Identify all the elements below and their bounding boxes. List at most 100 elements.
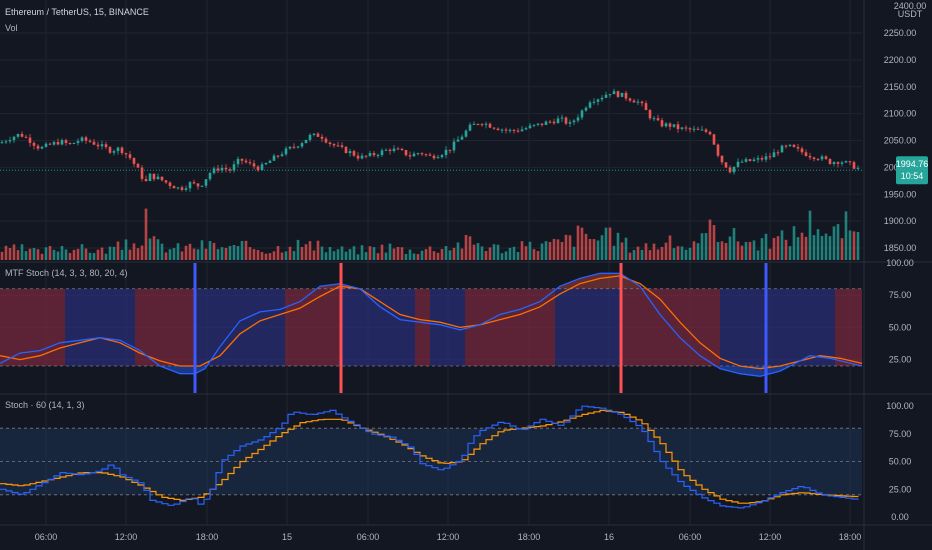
candle-body xyxy=(816,159,820,161)
mtf-regime-band xyxy=(65,288,135,366)
candle-body xyxy=(716,144,720,156)
volume-bar xyxy=(196,249,200,260)
candle-body xyxy=(260,164,264,171)
volume-bar xyxy=(320,246,324,260)
volume-bar xyxy=(792,226,796,260)
volume-bar xyxy=(268,253,272,260)
candle-body xyxy=(636,101,640,103)
volume-bar xyxy=(192,248,196,260)
mtf-tick-label: 100.00 xyxy=(886,258,914,268)
time-tick-label: 18:00 xyxy=(196,532,219,542)
stoch-60-pane[interactable] xyxy=(0,405,862,509)
candle-body xyxy=(788,144,792,147)
volume-bar xyxy=(92,253,96,260)
volume-bar xyxy=(524,246,528,260)
candle-body xyxy=(608,94,612,96)
volume-bar xyxy=(68,252,72,260)
volume-bar xyxy=(732,228,736,260)
candle-body xyxy=(660,120,664,127)
mtf-signal-blue xyxy=(764,263,768,393)
candle-body xyxy=(68,142,72,144)
candle-body xyxy=(532,124,536,126)
price-tick-label: 1900.00 xyxy=(884,216,917,226)
volume-bar xyxy=(576,225,580,260)
mtf-stoch-legend[interactable]: MTF Stoch (14, 3, 3, 80, 20, 4) xyxy=(5,268,128,278)
candle-body xyxy=(452,141,456,151)
candlesticks xyxy=(0,88,860,192)
bar-countdown: 10:54 xyxy=(901,171,924,181)
candle-body xyxy=(28,137,32,143)
candle-body xyxy=(392,148,396,152)
time-tick-label: 18:00 xyxy=(518,532,541,542)
volume-bar xyxy=(452,247,456,260)
volume-bar xyxy=(400,247,404,260)
volume-bar xyxy=(228,245,232,260)
stoch-60-legend[interactable]: Stoch · 60 (14, 1, 3) xyxy=(5,400,85,410)
candle-body xyxy=(576,117,580,121)
time-tick-label: 12:00 xyxy=(759,532,782,542)
stoch-tick-label: 100.00 xyxy=(886,401,914,411)
time-axis[interactable]: 06:00 12:00 18:00 15 06:00 12:00 18:00 16 06:00 1… xyxy=(35,532,862,542)
mtf-regime-band xyxy=(0,288,65,366)
volume-bar xyxy=(588,238,592,260)
volume-bar xyxy=(472,244,476,260)
candle-body xyxy=(172,186,176,189)
volume-bar xyxy=(212,242,216,260)
time-tick-label: 06:00 xyxy=(35,532,58,542)
volume-bar xyxy=(128,249,132,260)
time-tick-label: 12:00 xyxy=(115,532,138,542)
candle-body xyxy=(120,147,124,154)
candle-body xyxy=(524,128,528,130)
volume-bar xyxy=(200,240,204,260)
candle-body xyxy=(56,142,60,145)
volume-bar xyxy=(252,249,256,260)
candle-body xyxy=(740,161,744,163)
volume-bar xyxy=(708,219,712,260)
candle-body xyxy=(196,183,200,187)
mtf-signal-red xyxy=(619,263,623,393)
candle-body xyxy=(544,121,548,125)
candle-body xyxy=(588,102,592,108)
volume-bar xyxy=(20,244,24,260)
candle-body xyxy=(856,167,860,169)
volume-bar xyxy=(76,248,80,260)
candle-body xyxy=(704,129,708,132)
last-price-tag: 1994.76 10:54 xyxy=(896,156,928,185)
candle-body xyxy=(336,145,340,147)
candle-body xyxy=(688,128,692,130)
candle-body xyxy=(472,123,476,125)
price-pane[interactable] xyxy=(0,88,862,260)
candle-body xyxy=(440,155,444,158)
volume-bar xyxy=(40,253,44,260)
candle-body xyxy=(356,155,360,159)
volume-bar xyxy=(604,227,608,260)
volume-bar xyxy=(744,241,748,260)
volume-bar xyxy=(216,249,220,260)
volume-bar xyxy=(832,226,836,260)
symbol-legend[interactable]: Ethereum / TetherUS, 15, BINANCE xyxy=(5,7,149,17)
candle-body xyxy=(244,160,248,163)
volume-bar xyxy=(256,250,260,260)
volume-bar xyxy=(804,236,808,260)
candle-body xyxy=(124,153,128,155)
volume-bar xyxy=(812,235,816,260)
volume-bar xyxy=(668,235,672,260)
candle-body xyxy=(112,151,116,153)
volume-bar xyxy=(296,239,300,260)
volume-legend[interactable]: Vol xyxy=(5,23,18,33)
volume-bar xyxy=(112,246,116,260)
volume-bar xyxy=(564,234,568,260)
volume-bar xyxy=(692,241,696,260)
price-tick-label: 2100.00 xyxy=(884,109,917,119)
candle-body xyxy=(32,142,36,146)
volume-bar xyxy=(96,249,100,260)
volume-bar xyxy=(132,243,136,260)
candle-body xyxy=(552,121,556,124)
volume-bar xyxy=(360,245,364,260)
candle-body xyxy=(12,136,16,141)
volume-bar xyxy=(120,249,124,260)
candle-body xyxy=(4,141,8,143)
candle-body xyxy=(712,134,716,145)
mtf-stoch-pane[interactable] xyxy=(0,263,863,393)
